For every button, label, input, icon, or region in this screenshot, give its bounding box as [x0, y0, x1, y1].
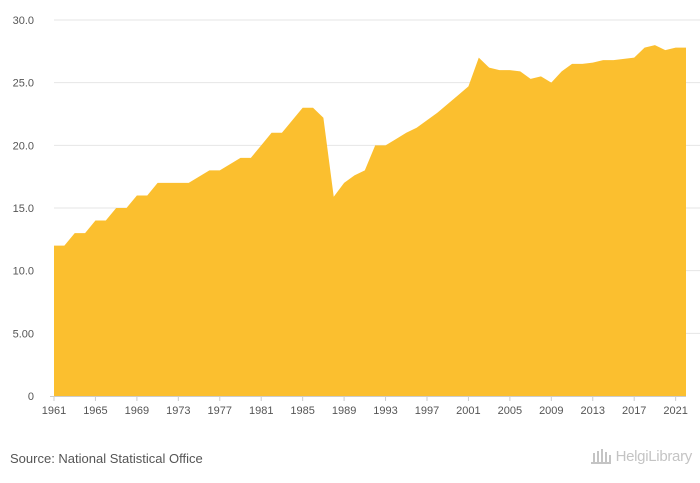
logo-text: HelgiLibrary — [615, 447, 693, 465]
x-tick-label: 2021 — [663, 405, 687, 417]
helgi-library-logo[interactable]: HelgiLibrary — [590, 447, 692, 465]
x-tick-label: 1977 — [208, 405, 232, 417]
source-note: Source: National Statistical Office — [10, 451, 203, 466]
y-tick-label: 15.0 — [13, 203, 34, 215]
y-tick-label: 10.0 — [13, 266, 34, 278]
y-tick-label: 5.00 — [13, 328, 34, 340]
x-tick-label: 1961 — [42, 405, 66, 417]
x-tick-label: 1985 — [290, 405, 314, 417]
y-tick-label: 30.0 — [13, 15, 34, 27]
x-tick-label: 2013 — [581, 405, 605, 417]
y-tick-label: 25.0 — [13, 78, 34, 90]
x-tick-label: 1981 — [249, 405, 273, 417]
x-tick-label: 1989 — [332, 405, 356, 417]
x-tick-label: 2017 — [622, 405, 646, 417]
x-tick-label: 2001 — [456, 405, 480, 417]
x-tick-label: 1997 — [415, 405, 439, 417]
x-tick-label: 1993 — [373, 405, 397, 417]
area-series — [54, 45, 686, 396]
x-tick-label: 1973 — [166, 405, 190, 417]
x-axis-tick-labels: 1961 1965 1969 1973 1977 1981 1985 1989 1993 1997… — [42, 396, 688, 417]
x-tick-label: 1965 — [83, 405, 107, 417]
x-tick-label: 2009 — [539, 405, 563, 417]
y-tick-label: 20.0 — [13, 140, 34, 152]
y-tick-label: 0 — [28, 391, 34, 403]
x-tick-label: 2005 — [498, 405, 522, 417]
x-tick-label: 1969 — [125, 405, 149, 417]
y-axis-tick-labels: 0 5.00 10.0 15.0 20.0 25.0 30.0 — [13, 15, 34, 403]
library-building-icon — [590, 449, 611, 464]
